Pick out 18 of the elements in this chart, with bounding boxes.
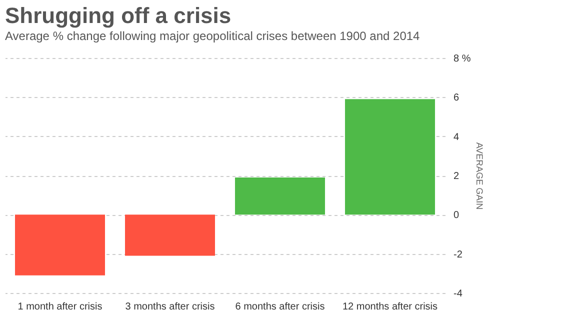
bar <box>15 214 105 276</box>
x-tick-label: 3 months after crisis <box>125 302 215 312</box>
chart-subtitle: Average % change following major geopolitical crises between 1900 and 2014 <box>5 29 420 43</box>
y-tick-label: 2 <box>454 171 460 182</box>
y-tick-label: 4 <box>454 132 460 143</box>
y-tick-label: 8 % <box>454 54 471 64</box>
y-tick-label: -4 <box>454 288 463 300</box>
bar <box>235 177 325 215</box>
y-axis-title: AVERAGE GAIN <box>474 142 485 210</box>
x-tick-label: 12 months after crisis <box>342 302 438 312</box>
bar <box>125 214 215 256</box>
bar <box>345 99 435 215</box>
x-tick-label: 1 month after crisis <box>18 302 102 312</box>
y-tick-label: -2 <box>454 249 463 260</box>
chart-title: Shrugging off a crisis <box>5 3 232 28</box>
y-tick-label: 6 <box>454 92 460 104</box>
y-tick-label: 0 <box>454 210 460 222</box>
x-tick-label: 6 months after crisis <box>235 302 325 312</box>
